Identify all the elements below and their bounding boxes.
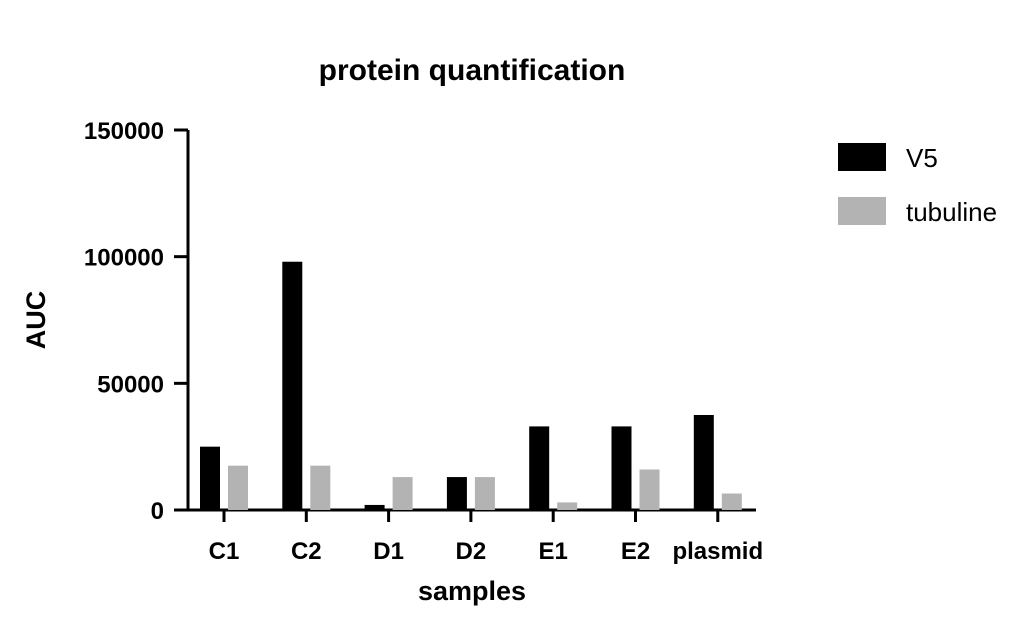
legend-label-tubuline: tubuline (906, 197, 997, 227)
x-tick-label: C2 (291, 538, 322, 565)
legend-swatch-v5 (838, 143, 886, 171)
y-tick-label: 0 (151, 498, 164, 525)
x-tick-label: D1 (373, 538, 404, 565)
bar-v5-c1 (200, 446, 220, 510)
y-axis-ticks: 0 50000 100000 150000 (84, 118, 188, 525)
x-tick-label: E1 (539, 538, 568, 565)
bar-tubuline-c2 (310, 465, 331, 510)
bar-v5-e1 (529, 426, 550, 510)
chart-title: protein quantification (319, 54, 626, 87)
x-tick-label: plasmid (672, 538, 763, 565)
bar-v5-c2 (282, 261, 303, 510)
x-tick-label: D2 (456, 538, 487, 565)
bar-tubuline-e2 (639, 469, 660, 510)
y-tick-label: 50000 (97, 371, 164, 398)
bar-tubuline-d1 (392, 477, 413, 510)
x-axis-title: samples (418, 576, 526, 606)
bars-group (200, 261, 742, 510)
bar-tubuline-d2 (474, 477, 495, 510)
y-tick-label: 150000 (84, 118, 164, 145)
bar-tubuline-c1 (228, 465, 248, 510)
bar-tubuline-e1 (557, 502, 578, 510)
bar-v5-d1 (364, 504, 385, 510)
bar-v5-d2 (446, 477, 467, 510)
bar-v5-plasmid (693, 415, 714, 510)
x-tick-label: E2 (621, 538, 650, 565)
y-axis-title: AUC (21, 291, 51, 350)
x-tick-label: C1 (209, 538, 240, 565)
bar-v5-e2 (611, 426, 632, 510)
legend-label-v5: V5 (906, 143, 938, 173)
x-axis-ticks: C1 C2 D1 D2 E1 E2 plasmid (209, 510, 763, 565)
legend: V5 tubuline (838, 143, 997, 227)
bar-tubuline-plasmid (721, 493, 742, 510)
legend-swatch-tubuline (838, 197, 886, 225)
y-tick-label: 100000 (84, 245, 164, 272)
